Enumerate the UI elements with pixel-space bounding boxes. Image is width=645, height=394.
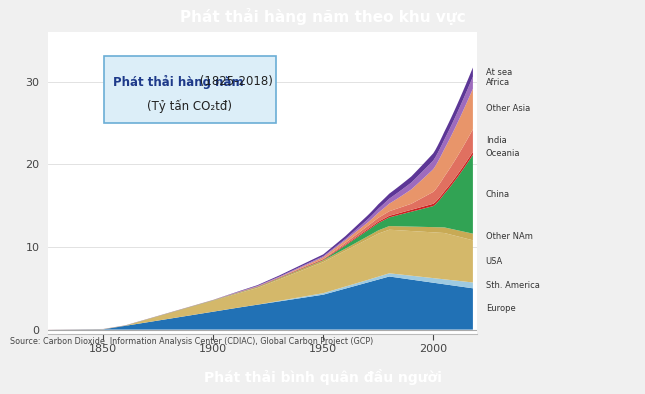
Text: (Tỷ tấn CO₂tđ): (Tỷ tấn CO₂tđ): [148, 99, 232, 113]
Text: Phát thải bình quân đầu người: Phát thải bình quân đầu người: [204, 369, 441, 385]
Text: China: China: [486, 190, 510, 199]
Text: Oceania: Oceania: [486, 149, 520, 158]
Text: Sth. America: Sth. America: [486, 281, 540, 290]
Text: Phát thải hàng năm: Phát thải hàng năm: [113, 74, 243, 89]
Text: Other Asia: Other Asia: [486, 104, 530, 113]
Text: Phát thải hàng năm theo khu vực: Phát thải hàng năm theo khu vực: [179, 7, 466, 25]
Text: Source: Carbon Dioxide  Information Analysis Center (CDIAC), Global Carbon Proje: Source: Carbon Dioxide Information Analy…: [10, 337, 373, 346]
Text: USA: USA: [486, 257, 503, 266]
Text: Africa: Africa: [486, 78, 510, 87]
Text: Europe: Europe: [486, 305, 515, 314]
Text: India: India: [486, 136, 506, 145]
Text: (1825-2018): (1825-2018): [196, 75, 273, 88]
FancyBboxPatch shape: [104, 56, 275, 123]
Text: Other NAm: Other NAm: [486, 232, 533, 242]
Text: At sea: At sea: [486, 68, 512, 76]
